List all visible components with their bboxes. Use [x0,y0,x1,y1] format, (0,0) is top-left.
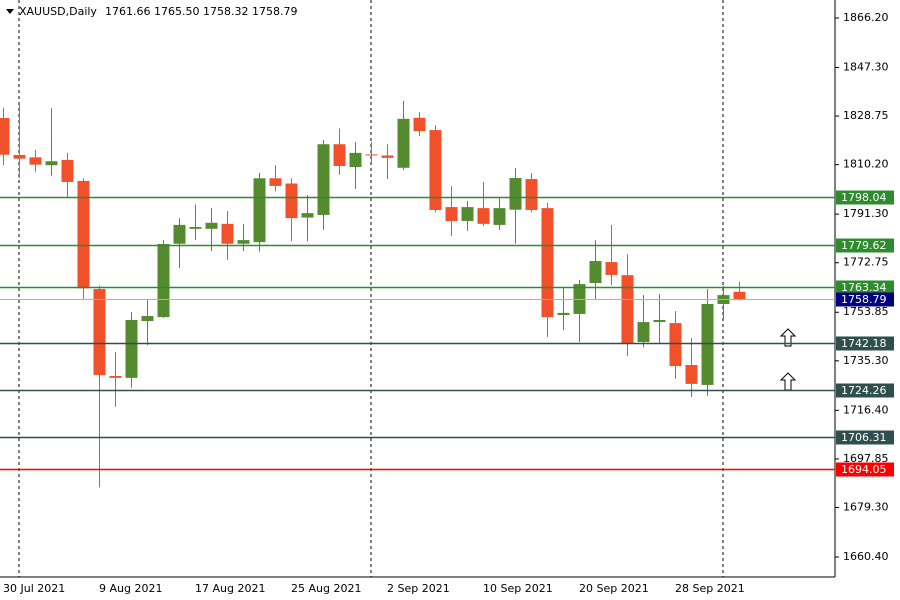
level-tag [836,280,894,295]
candle-body [605,262,618,275]
candle-body [669,323,682,367]
up-arrow [779,328,797,347]
candle-body [685,365,698,384]
y-tick-label: 1847.30 [843,60,889,73]
level-label: 1798.04 [841,191,887,204]
candle-body [445,207,458,221]
y-tick-label: 1753.85 [843,305,889,318]
candle-body [733,291,746,300]
level-tag [836,462,894,477]
candle-body [621,275,634,344]
candle-body [349,152,362,168]
y-tick-label: 1697.85 [843,452,889,465]
candle-body [381,155,394,158]
candle-body [13,154,26,159]
candle-body [653,319,666,323]
candle-body [589,261,602,284]
level-label: 1706.31 [841,431,887,444]
level-tag [836,430,894,445]
candle-body [317,144,330,215]
candle-body [493,208,506,225]
candle-body [557,312,570,315]
y-tick-label: 1791.30 [843,207,889,220]
x-tick-label: 20 Sep 2021 [579,582,649,595]
candle-body [365,154,378,156]
level-tag [836,336,894,351]
y-tick-label: 1810.20 [843,158,889,171]
candle-body [253,178,266,243]
candle-body [0,118,10,155]
x-tick-label: 2 Sep 2021 [387,582,450,595]
candle-body [461,207,474,221]
candle-body [29,157,42,165]
level-label: 1758.79 [841,293,887,306]
candle-body [333,144,346,166]
candle-body [285,183,298,219]
candle-body [637,322,650,342]
y-tick-label: 1679.30 [843,500,889,513]
y-tick-label: 1828.75 [843,109,889,122]
y-tick-label: 1716.40 [843,403,889,416]
candle-body [157,244,170,318]
candle-body [701,303,714,385]
ohlc-high: 1765.50 [154,5,200,18]
x-tick-label: 9 Aug 2021 [99,582,162,595]
candle-body [77,180,90,289]
candle-body [93,289,106,375]
level-tag [836,190,894,205]
level-label: 1724.26 [841,384,887,397]
candle-body [173,224,186,244]
level-tag [836,383,894,398]
level-label: 1742.18 [841,337,887,350]
candle-body [541,208,554,318]
ohlc-open: 1761.66 [105,5,151,18]
candle-body [141,316,154,322]
y-tick-label: 1772.75 [843,256,889,269]
x-tick-label: 30 Jul 2021 [3,582,65,595]
level-label: 1694.05 [841,463,887,476]
candle-body [237,240,250,244]
y-tick-label: 1660.40 [843,550,889,563]
candle-body [301,213,314,218]
ohlc-close: 1758.79 [252,5,298,18]
y-tick-label: 1866.20 [843,11,889,24]
candle-body [397,118,410,168]
level-tag [836,292,894,307]
candle-body [269,178,282,186]
level-label: 1763.34 [841,281,887,294]
level-label: 1779.62 [841,239,887,252]
candle-body [61,159,74,182]
candle-body [189,226,202,229]
y-tick-label: 1735.30 [843,354,889,367]
candle-body [413,117,426,132]
x-tick-label: 28 Sep 2021 [675,582,745,595]
candle-body [205,222,218,229]
x-tick-label: 10 Sep 2021 [483,582,553,595]
candle-body [221,223,234,244]
x-tick-label: 25 Aug 2021 [291,582,361,595]
candle-body [509,178,522,210]
x-tick-label: 17 Aug 2021 [195,582,265,595]
level-tag [836,238,894,253]
menu-triangle[interactable] [6,9,14,14]
candle-body [109,376,122,378]
candle-body [45,161,58,166]
candle-body [125,319,138,378]
symbol: XAUUSD,Daily [19,5,97,18]
candle-body [525,179,538,210]
candle-body [429,130,442,210]
candle-body [477,208,490,224]
ohlc-low: 1758.32 [203,5,249,18]
